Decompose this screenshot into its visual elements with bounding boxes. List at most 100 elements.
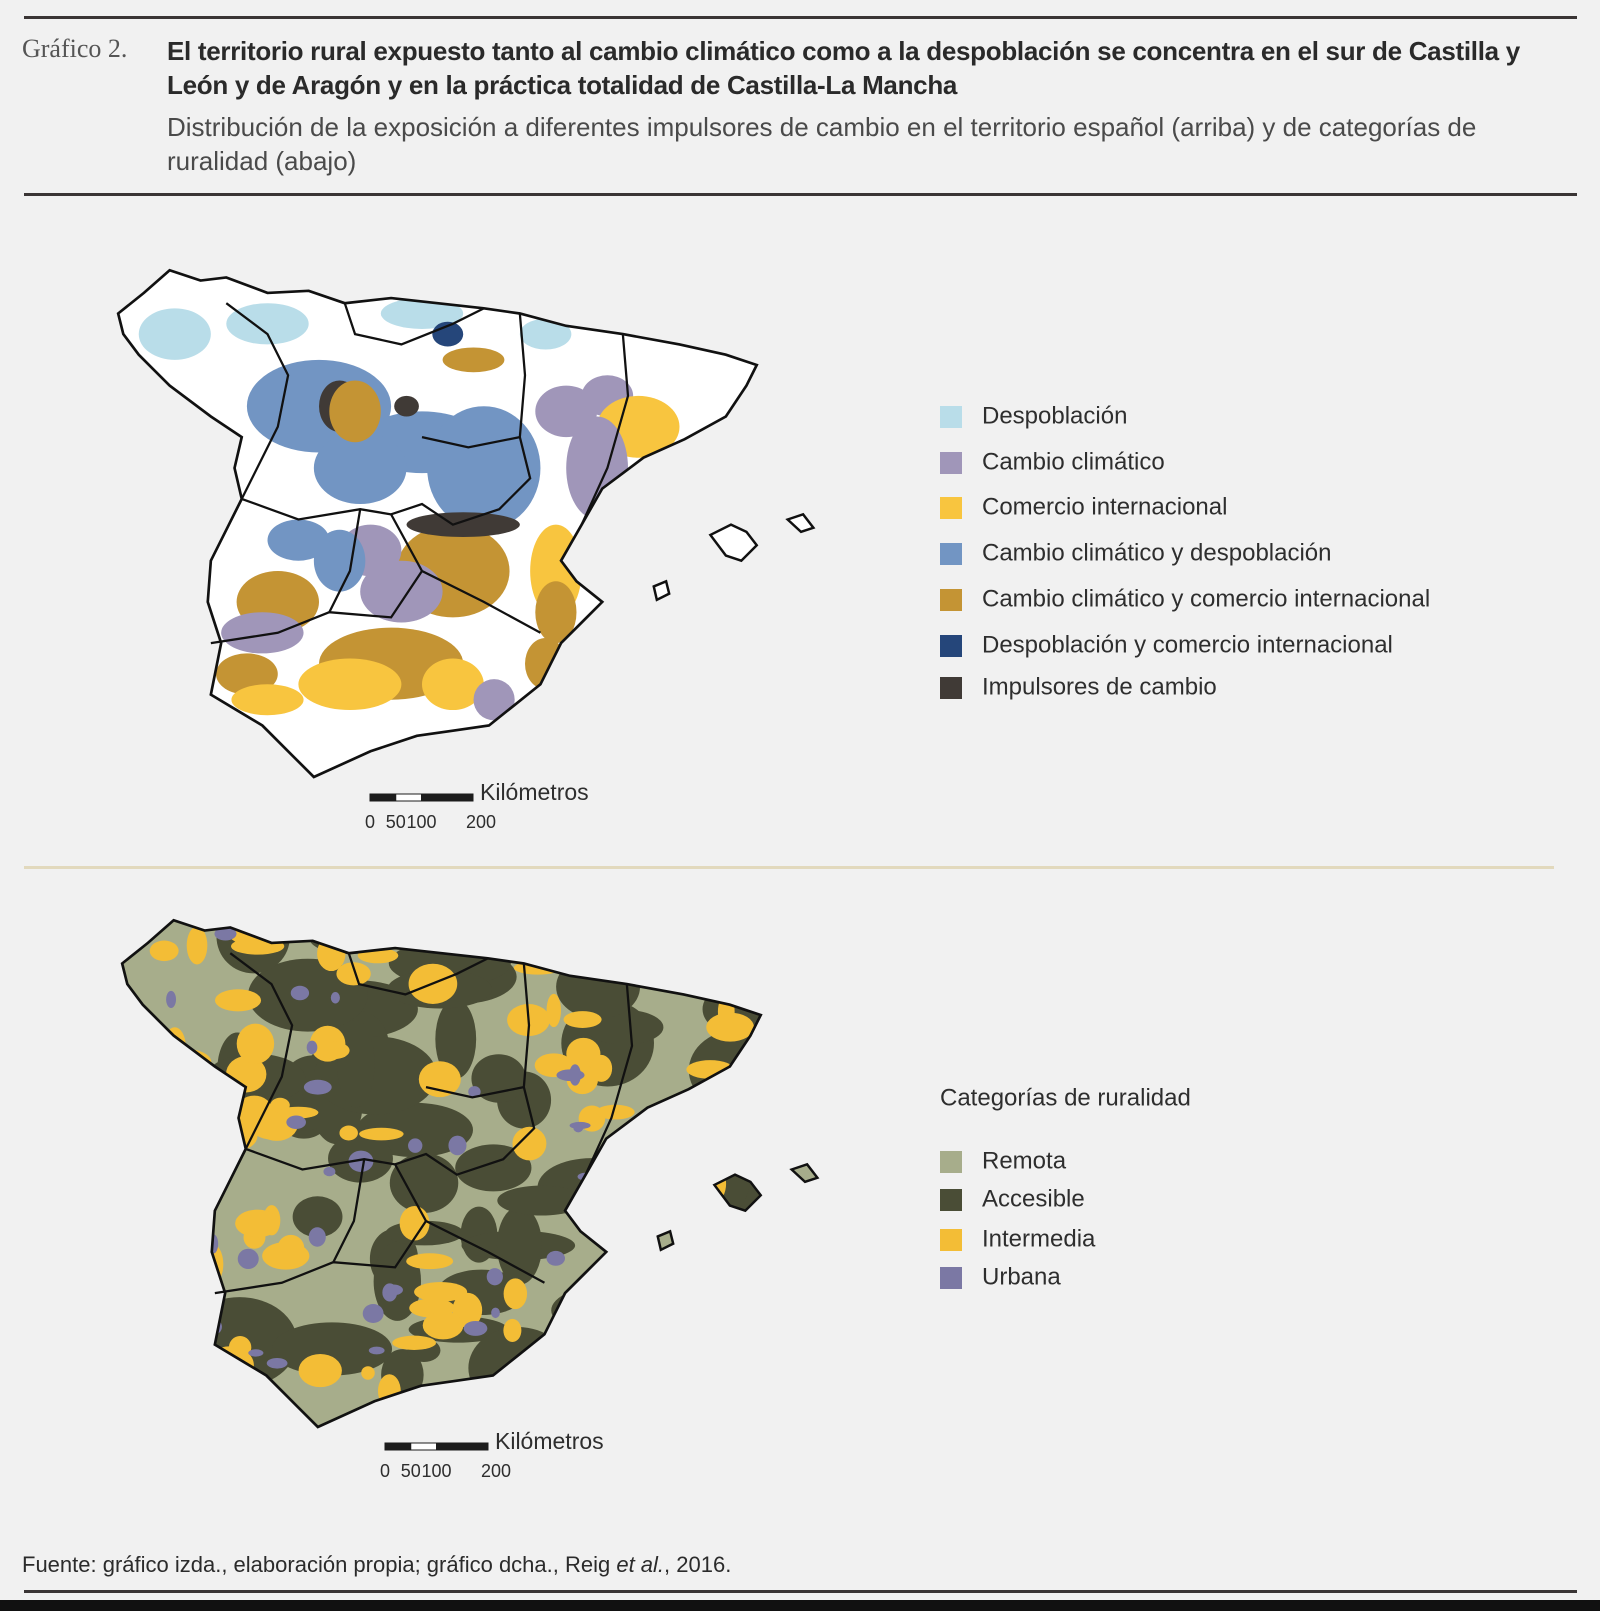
- map-region: [383, 1284, 403, 1296]
- map-region: [166, 990, 177, 1009]
- map-region: [368, 1346, 385, 1355]
- island-outline: [789, 1162, 820, 1184]
- separator: [24, 866, 1554, 869]
- island-outline: [712, 1173, 763, 1213]
- map-region: [414, 1281, 468, 1302]
- map-region: [231, 684, 304, 716]
- map-region: [582, 1294, 617, 1315]
- region-border: [394, 1085, 536, 1176]
- map-region: [206, 1346, 254, 1385]
- map-region: [719, 1260, 749, 1287]
- map-region: [491, 1307, 500, 1319]
- map-region: [348, 1150, 374, 1172]
- legend-label: Comercio internacional: [982, 493, 1227, 520]
- map-region: [661, 1117, 693, 1139]
- source-text: Fuente: gráfico izda., elaboración propi…: [22, 1552, 617, 1577]
- map-region: [303, 1079, 332, 1095]
- map-region: [122, 1085, 235, 1176]
- legend-swatch: [940, 589, 962, 611]
- region-border: [390, 435, 532, 526]
- map-region: [685, 1272, 704, 1283]
- map: [116, 268, 816, 779]
- map-region: [360, 920, 457, 941]
- map-region: [512, 1126, 547, 1161]
- map-region: [122, 1295, 137, 1311]
- map-region: [610, 1365, 631, 1389]
- map: [120, 918, 820, 1429]
- scale-segment: [410, 1442, 437, 1451]
- legend-swatch: [940, 406, 962, 428]
- legend-swatch: [940, 1189, 962, 1211]
- legend-title: Categorías de ruralidad: [940, 1084, 1191, 1111]
- legend-swatch: [940, 635, 962, 657]
- map-region: [569, 1121, 591, 1130]
- map-region: [122, 1030, 137, 1038]
- map-region: [377, 1374, 401, 1408]
- map-region: [214, 989, 262, 1012]
- map-region: [685, 1327, 722, 1366]
- legend-swatch: [940, 677, 962, 699]
- map-region: [236, 1095, 273, 1126]
- region-border: [580, 334, 630, 526]
- region-border: [522, 963, 531, 1088]
- map-region: [394, 395, 419, 417]
- map-region: [635, 1364, 684, 1388]
- map-region: [306, 1040, 318, 1055]
- map-region: [744, 967, 763, 979]
- map-region: [138, 308, 211, 360]
- figure-label: Gráfico 2.: [22, 34, 128, 63]
- legend-swatch: [940, 543, 962, 565]
- country-outline: [116, 268, 759, 779]
- map-region: [186, 926, 208, 965]
- map-region: [330, 992, 340, 1004]
- map-region: [628, 1217, 663, 1228]
- map-region: [328, 920, 339, 924]
- map-region: [468, 1086, 481, 1098]
- region-border: [241, 497, 541, 634]
- map-region: [298, 658, 402, 711]
- map-region: [277, 1106, 319, 1119]
- map-fill: [118, 270, 814, 777]
- legend-label: Urbana: [982, 1263, 1061, 1290]
- map-region: [216, 653, 278, 695]
- scale-segment: [395, 793, 422, 802]
- bottom-border: [0, 1600, 1600, 1611]
- map-region: [427, 406, 541, 530]
- figure-subtitle: Distribución de la exposición a diferent…: [167, 112, 1477, 176]
- map-region: [226, 1374, 243, 1417]
- map-region: [599, 1300, 715, 1361]
- map-region: [408, 1138, 423, 1153]
- map-region: [406, 512, 520, 538]
- top-rule: [24, 16, 1577, 19]
- map-region: [292, 1196, 343, 1238]
- map-region: [298, 1354, 342, 1388]
- map-region: [620, 1150, 663, 1201]
- map-region: [678, 1142, 753, 1169]
- map-region: [267, 519, 330, 561]
- map-region: [546, 993, 562, 1028]
- map-region: [122, 1151, 167, 1192]
- map-region: [722, 935, 735, 951]
- region-border: [328, 509, 362, 613]
- map-region: [554, 1347, 587, 1403]
- scale-label: 100: [406, 812, 436, 832]
- map-region: [122, 1241, 178, 1307]
- map-region: [674, 1190, 706, 1228]
- source-text: , 2016.: [664, 1552, 732, 1577]
- map-region: [667, 1191, 691, 1213]
- map-region: [605, 1338, 615, 1347]
- scale-label: 200: [481, 1461, 511, 1481]
- map-region: [336, 1019, 375, 1108]
- map-region: [248, 1349, 264, 1357]
- map-region: [235, 1209, 280, 1238]
- map-region: [585, 1009, 664, 1045]
- scale-label: 200: [466, 812, 496, 832]
- map-region: [149, 940, 179, 962]
- map-region: [535, 581, 577, 644]
- map-region: [614, 945, 649, 976]
- scale-segment: [369, 793, 397, 802]
- map-region: [290, 985, 310, 1001]
- map-region: [203, 1136, 218, 1158]
- map-region: [389, 1153, 459, 1213]
